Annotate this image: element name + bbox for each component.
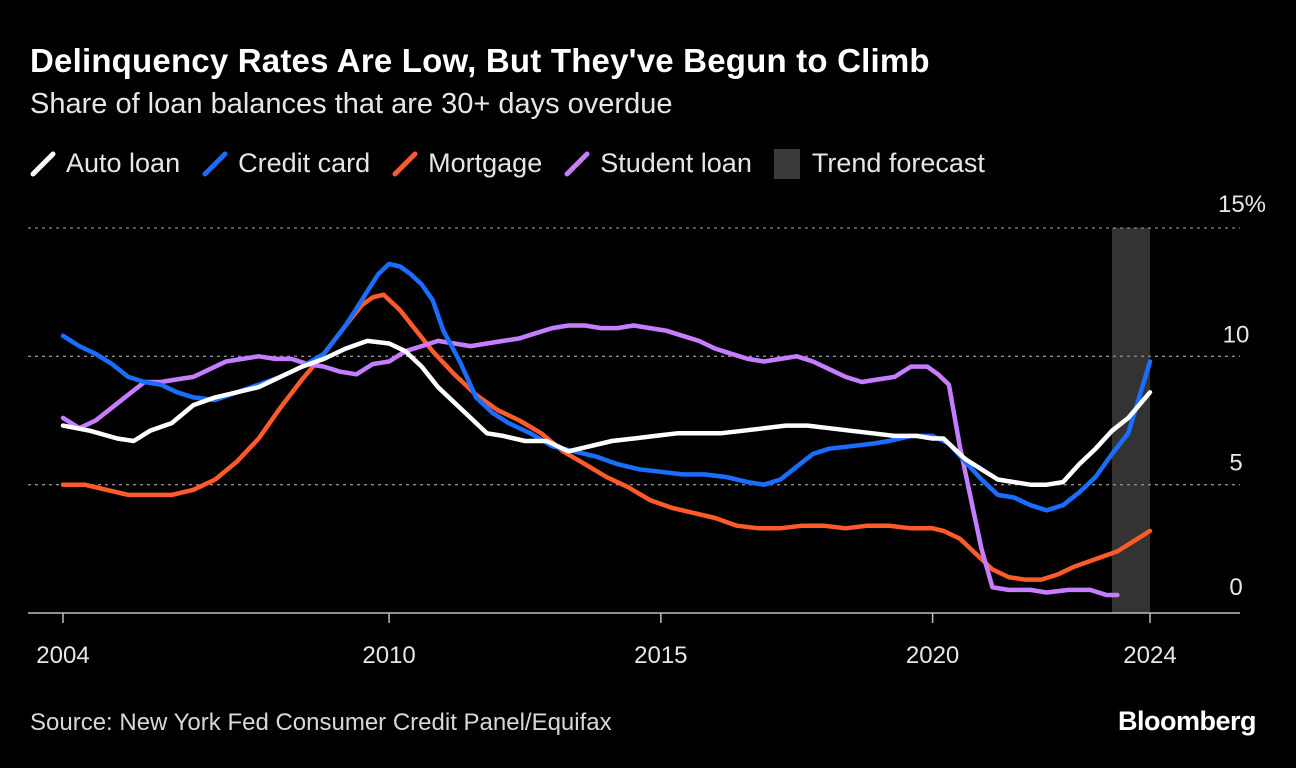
legend-label-student-loan: Student loan (600, 148, 752, 178)
chart-subtitle: Share of loan balances that are 30+ days… (30, 88, 673, 120)
series-line-auto-loan (60, 338, 1153, 487)
y-tick-label-10: 10 (1223, 321, 1250, 348)
legend-item-student-loan: Student loan (564, 148, 752, 179)
y-tick-label-15: 15% (1218, 191, 1266, 218)
legend-item-trend-forecast: Trend forecast (773, 148, 985, 179)
chart-title: Delinquency Rates Are Low, But They've B… (30, 42, 930, 79)
legend-item-credit-card: Credit card (202, 148, 370, 179)
legend-label-credit-card: Credit card (238, 148, 371, 178)
legend-swatch-student-loan (564, 151, 590, 176)
series-line-mortgage (60, 292, 1153, 582)
legend-swatch-credit-card (202, 151, 228, 176)
legend-label-mortgage: Mortgage (428, 148, 543, 178)
legend-swatch-trend-forecast (773, 148, 800, 179)
legend-swatch-mortgage (392, 151, 418, 176)
legend-label-trend-forecast: Trend forecast (811, 148, 985, 178)
legend-item-mortgage: Mortgage (392, 148, 542, 179)
y-tick-label-5: 5 (1229, 450, 1242, 477)
x-tick-label-2024: 2024 (1123, 642, 1176, 669)
x-tick-label-2004: 2004 (36, 642, 89, 669)
legend-swatch-auto-loan (30, 151, 56, 176)
bloomberg-logo: Bloomberg (1117, 706, 1257, 736)
legend-label-auto-loan: Auto loan (66, 148, 181, 178)
x-tick-label-2020: 2020 (906, 642, 959, 669)
source-note: Source: New York Fed Consumer Credit Pan… (30, 709, 612, 736)
series-line-student-loan (60, 323, 1120, 598)
x-tick-label-2015: 2015 (634, 642, 687, 669)
chart-legend: Auto loan Credit card Mortgage Student l… (30, 148, 1007, 179)
legend-item-auto-loan: Auto loan (30, 148, 180, 179)
x-tick-label-2010: 2010 (362, 642, 415, 669)
y-tick-label-0: 0 (1229, 574, 1242, 601)
